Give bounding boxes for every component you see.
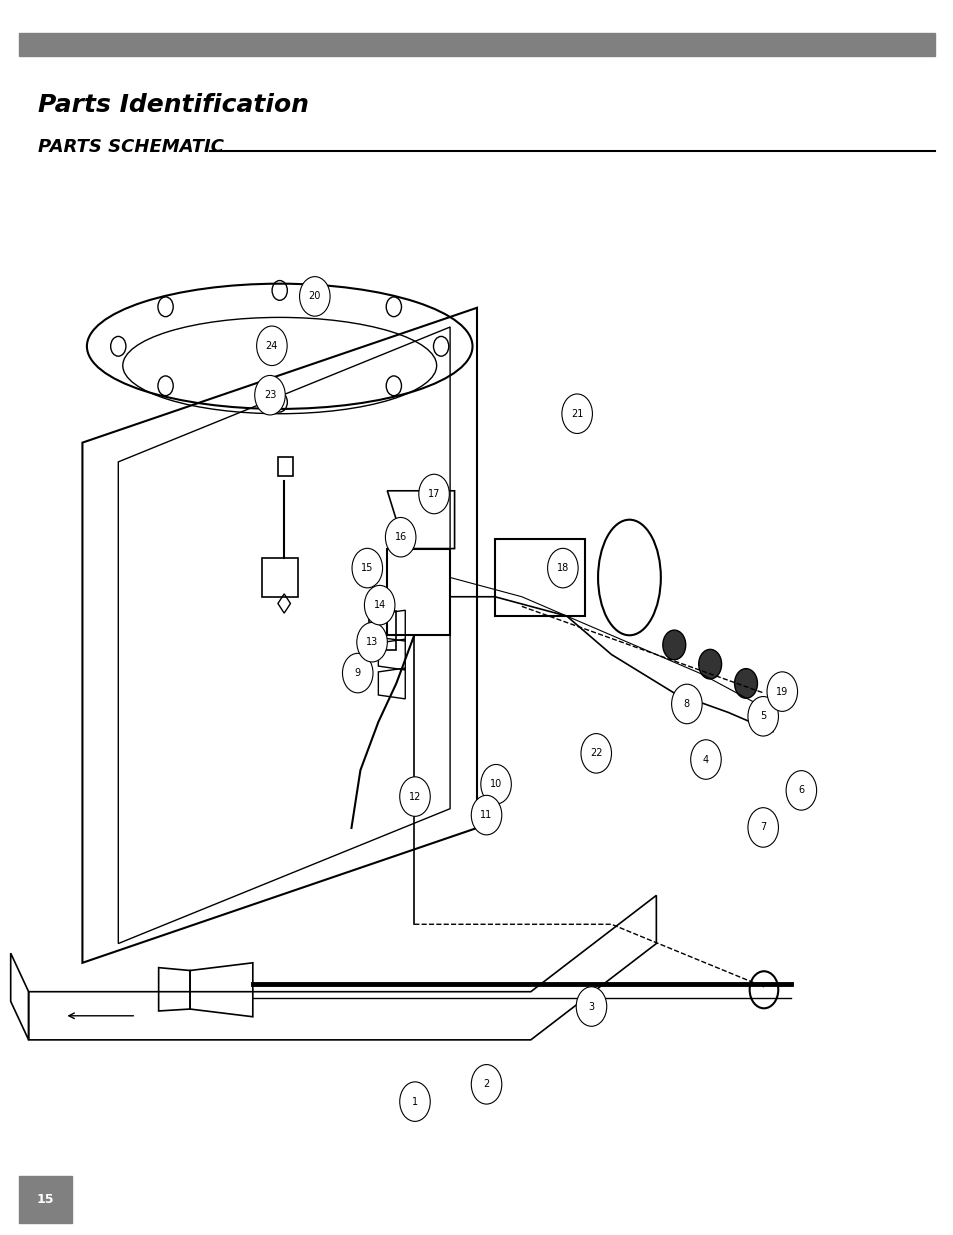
Text: 21: 21 xyxy=(571,409,582,419)
Circle shape xyxy=(766,672,797,711)
Circle shape xyxy=(698,650,720,679)
Text: 9: 9 xyxy=(355,668,360,678)
Text: 5: 5 xyxy=(760,711,765,721)
Circle shape xyxy=(561,394,592,433)
Circle shape xyxy=(399,777,430,816)
Text: 3: 3 xyxy=(588,1002,594,1011)
Text: 13: 13 xyxy=(366,637,377,647)
Text: 15: 15 xyxy=(36,1193,53,1205)
Text: 15: 15 xyxy=(361,563,373,573)
Circle shape xyxy=(342,653,373,693)
Circle shape xyxy=(747,808,778,847)
Circle shape xyxy=(254,375,285,415)
Bar xyxy=(19,33,934,56)
Text: PARTS SCHEMATIC: PARTS SCHEMATIC xyxy=(38,138,224,157)
Circle shape xyxy=(256,326,287,366)
Circle shape xyxy=(662,630,685,659)
Circle shape xyxy=(418,474,449,514)
Text: 8: 8 xyxy=(683,699,689,709)
Text: 4: 4 xyxy=(702,755,708,764)
Bar xyxy=(19,1176,71,1223)
Text: 20: 20 xyxy=(309,291,320,301)
Text: 22: 22 xyxy=(589,748,602,758)
Text: 12: 12 xyxy=(409,792,420,802)
Circle shape xyxy=(399,1082,430,1121)
Circle shape xyxy=(385,517,416,557)
Text: 11: 11 xyxy=(480,810,492,820)
Circle shape xyxy=(671,684,701,724)
Bar xyxy=(387,548,450,635)
Circle shape xyxy=(747,697,778,736)
Text: 16: 16 xyxy=(395,532,406,542)
Circle shape xyxy=(580,734,611,773)
Circle shape xyxy=(352,548,382,588)
Circle shape xyxy=(356,622,387,662)
Circle shape xyxy=(471,1065,501,1104)
Text: 23: 23 xyxy=(264,390,275,400)
Text: Parts Identification: Parts Identification xyxy=(38,93,309,116)
Text: 24: 24 xyxy=(266,341,277,351)
Circle shape xyxy=(480,764,511,804)
Text: 19: 19 xyxy=(776,687,787,697)
Text: 14: 14 xyxy=(374,600,385,610)
Circle shape xyxy=(299,277,330,316)
Circle shape xyxy=(690,740,720,779)
Text: 2: 2 xyxy=(483,1079,489,1089)
Circle shape xyxy=(547,548,578,588)
Text: 7: 7 xyxy=(760,823,765,832)
Circle shape xyxy=(785,771,816,810)
Text: 1: 1 xyxy=(412,1097,417,1107)
Text: 18: 18 xyxy=(557,563,568,573)
Text: 17: 17 xyxy=(428,489,439,499)
Circle shape xyxy=(576,987,606,1026)
Circle shape xyxy=(364,585,395,625)
Text: 6: 6 xyxy=(798,785,803,795)
Text: 10: 10 xyxy=(490,779,501,789)
Circle shape xyxy=(734,668,757,698)
Circle shape xyxy=(471,795,501,835)
